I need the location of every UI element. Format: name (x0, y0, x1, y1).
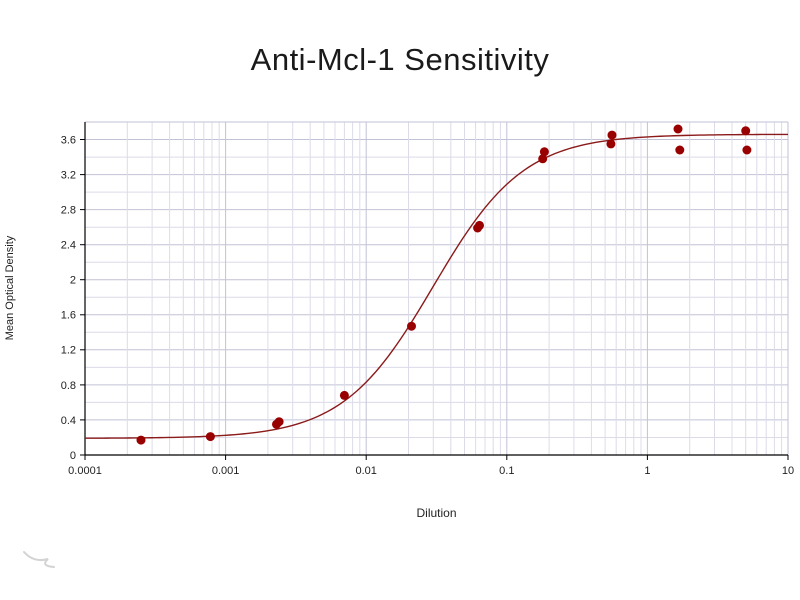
y-tick-label: 1.6 (61, 310, 76, 322)
data-point (538, 154, 548, 164)
x-tick-label: 1 (644, 465, 650, 477)
y-tick-label: 2.8 (61, 204, 76, 216)
y-tick-label: 2 (70, 275, 76, 287)
data-point (407, 321, 416, 331)
scan-artifact (23, 551, 55, 568)
x-axis-title: Dilution (416, 506, 457, 520)
y-tick-label: 0 (70, 450, 76, 462)
data-point (742, 145, 752, 155)
y-tick-label: 2.4 (61, 240, 76, 252)
y-tick-label: 3.6 (61, 134, 76, 146)
x-tick-label: 0.1 (499, 465, 514, 477)
x-tick-label: 0.0001 (68, 465, 102, 477)
data-point (274, 417, 284, 427)
fit-curve (84, 133, 789, 439)
data-point (205, 432, 215, 442)
y-tick-label: 3.2 (61, 169, 76, 181)
x-tick-label: 10 (782, 465, 794, 477)
data-point (136, 435, 146, 445)
y-tick-label: 0.4 (61, 415, 76, 427)
y-tick-label: 0.8 (61, 380, 76, 392)
x-tick-label: 0.01 (355, 465, 376, 477)
data-point (673, 124, 683, 134)
data-point (606, 139, 616, 149)
x-tick-label: 0.001 (212, 465, 240, 477)
data-point (475, 220, 484, 230)
data-point (675, 145, 685, 155)
data-point (607, 130, 617, 140)
data-point (539, 147, 549, 157)
data-point (741, 126, 751, 136)
y-tick-label: 1.2 (61, 345, 76, 357)
chart-title: Anti-Mcl-1 Sensitivity (250, 42, 550, 77)
data-point (339, 390, 349, 400)
